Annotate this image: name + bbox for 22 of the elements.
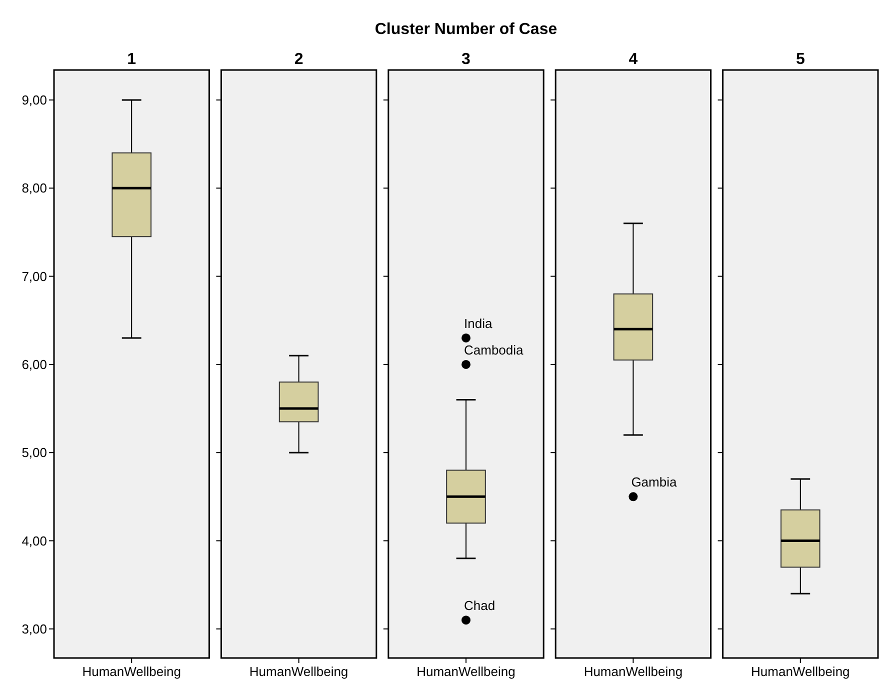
- text: Cluster Number of Case: [374, 21, 558, 38]
- y-tick-label: 5,00: [22, 445, 47, 460]
- chart-title: 5: [796, 51, 805, 68]
- y-tick-label: 8,00: [22, 180, 47, 196]
- annotation: Chad: [464, 598, 496, 614]
- x-tick-label: HumanWellbeing: [82, 664, 181, 679]
- annotation: Cambodia: [464, 342, 524, 358]
- x-tick-label: HumanWellbeing: [249, 664, 348, 679]
- y-tick-label: 3,00: [22, 621, 47, 636]
- y-tick-label: 4,00: [22, 533, 47, 548]
- x-tick-label: HumanWellbeing: [584, 664, 683, 679]
- annotation: Gambia: [631, 474, 678, 490]
- y-tick-label: 7,00: [22, 268, 47, 284]
- y-tick-label: 9,00: [22, 92, 47, 108]
- chart-title: 1: [127, 51, 136, 68]
- x-tick-label: HumanWellbeing: [416, 664, 516, 679]
- annotation: India: [464, 316, 493, 331]
- y-tick-label: 6,00: [22, 356, 47, 372]
- chart-title: 2: [294, 51, 304, 68]
- chart-title: 4: [628, 51, 638, 68]
- x-tick-label: HumanWellbeing: [751, 664, 850, 679]
- chart-title: 3: [462, 51, 471, 68]
